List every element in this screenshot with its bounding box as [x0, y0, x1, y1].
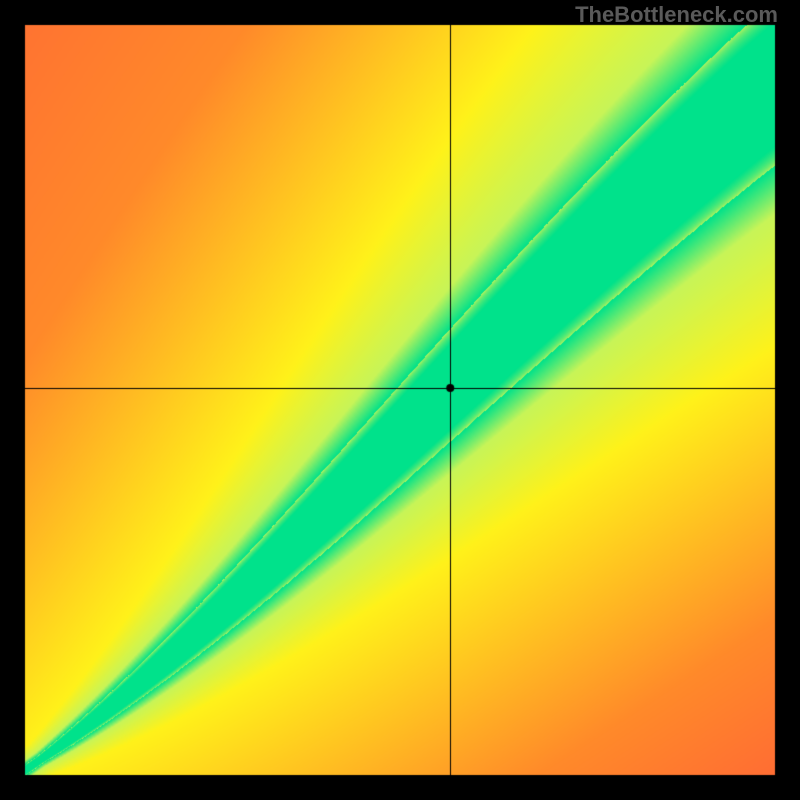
chart-container: TheBottleneck.com	[0, 0, 800, 800]
watermark-text: TheBottleneck.com	[575, 2, 778, 28]
bottleneck-heatmap	[0, 0, 800, 800]
